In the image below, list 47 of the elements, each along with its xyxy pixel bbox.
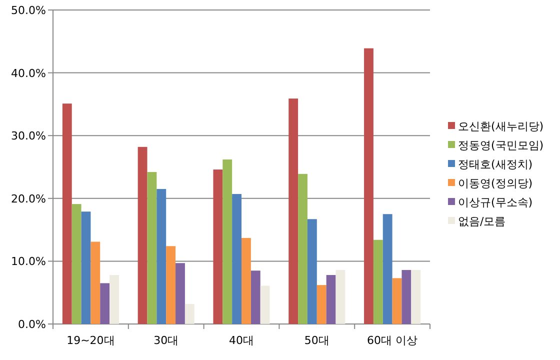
y-tick-label: 40.0% <box>11 66 46 80</box>
bar <box>242 238 251 324</box>
y-tick-label: 10.0% <box>11 255 46 268</box>
bar <box>382 214 392 324</box>
legend-label: 정동영(국민모임) <box>458 139 544 152</box>
bar <box>392 278 402 324</box>
bar <box>288 98 298 324</box>
bar <box>336 270 346 324</box>
bar <box>166 246 176 324</box>
y-tick-label: 20.0% <box>11 192 46 206</box>
legend-label: 이상규(무소속) <box>458 196 533 209</box>
bar <box>232 194 242 324</box>
y-tick-label: 30.0% <box>11 130 46 143</box>
bar <box>184 304 194 324</box>
bar <box>316 285 326 324</box>
bar <box>250 270 260 324</box>
bar <box>326 275 336 324</box>
bar <box>72 204 82 324</box>
x-tick-label: 30대 <box>154 334 179 347</box>
bar <box>222 159 232 324</box>
bar <box>298 174 308 324</box>
bar <box>100 283 110 324</box>
bar <box>90 242 100 324</box>
bar <box>110 275 119 324</box>
x-tick-label: 60대 이상 <box>367 334 418 347</box>
bar <box>373 240 383 324</box>
y-tick-label: 0.0% <box>18 318 46 331</box>
bar <box>260 286 270 324</box>
y-tick-label: 50.0% <box>11 4 46 17</box>
x-tick-label: 19~20대 <box>66 334 115 347</box>
bar <box>156 188 166 324</box>
bar <box>62 104 72 324</box>
bar <box>138 146 148 324</box>
bar <box>402 270 412 324</box>
bar <box>147 172 157 324</box>
bar <box>176 263 185 324</box>
bar <box>307 219 317 324</box>
legend-label: 정태호(새정치) <box>458 158 533 171</box>
legend-label: 없음/모름 <box>458 215 506 228</box>
bar <box>364 48 374 324</box>
bar <box>213 170 223 324</box>
x-tick-label: 40대 <box>229 334 254 347</box>
bar <box>411 270 421 324</box>
legend-label: 오신환(새누리당) <box>458 120 544 133</box>
x-tick-label: 50대 <box>304 334 330 347</box>
legend-label: 이동영(정의당) <box>458 177 533 190</box>
bar <box>81 212 91 324</box>
